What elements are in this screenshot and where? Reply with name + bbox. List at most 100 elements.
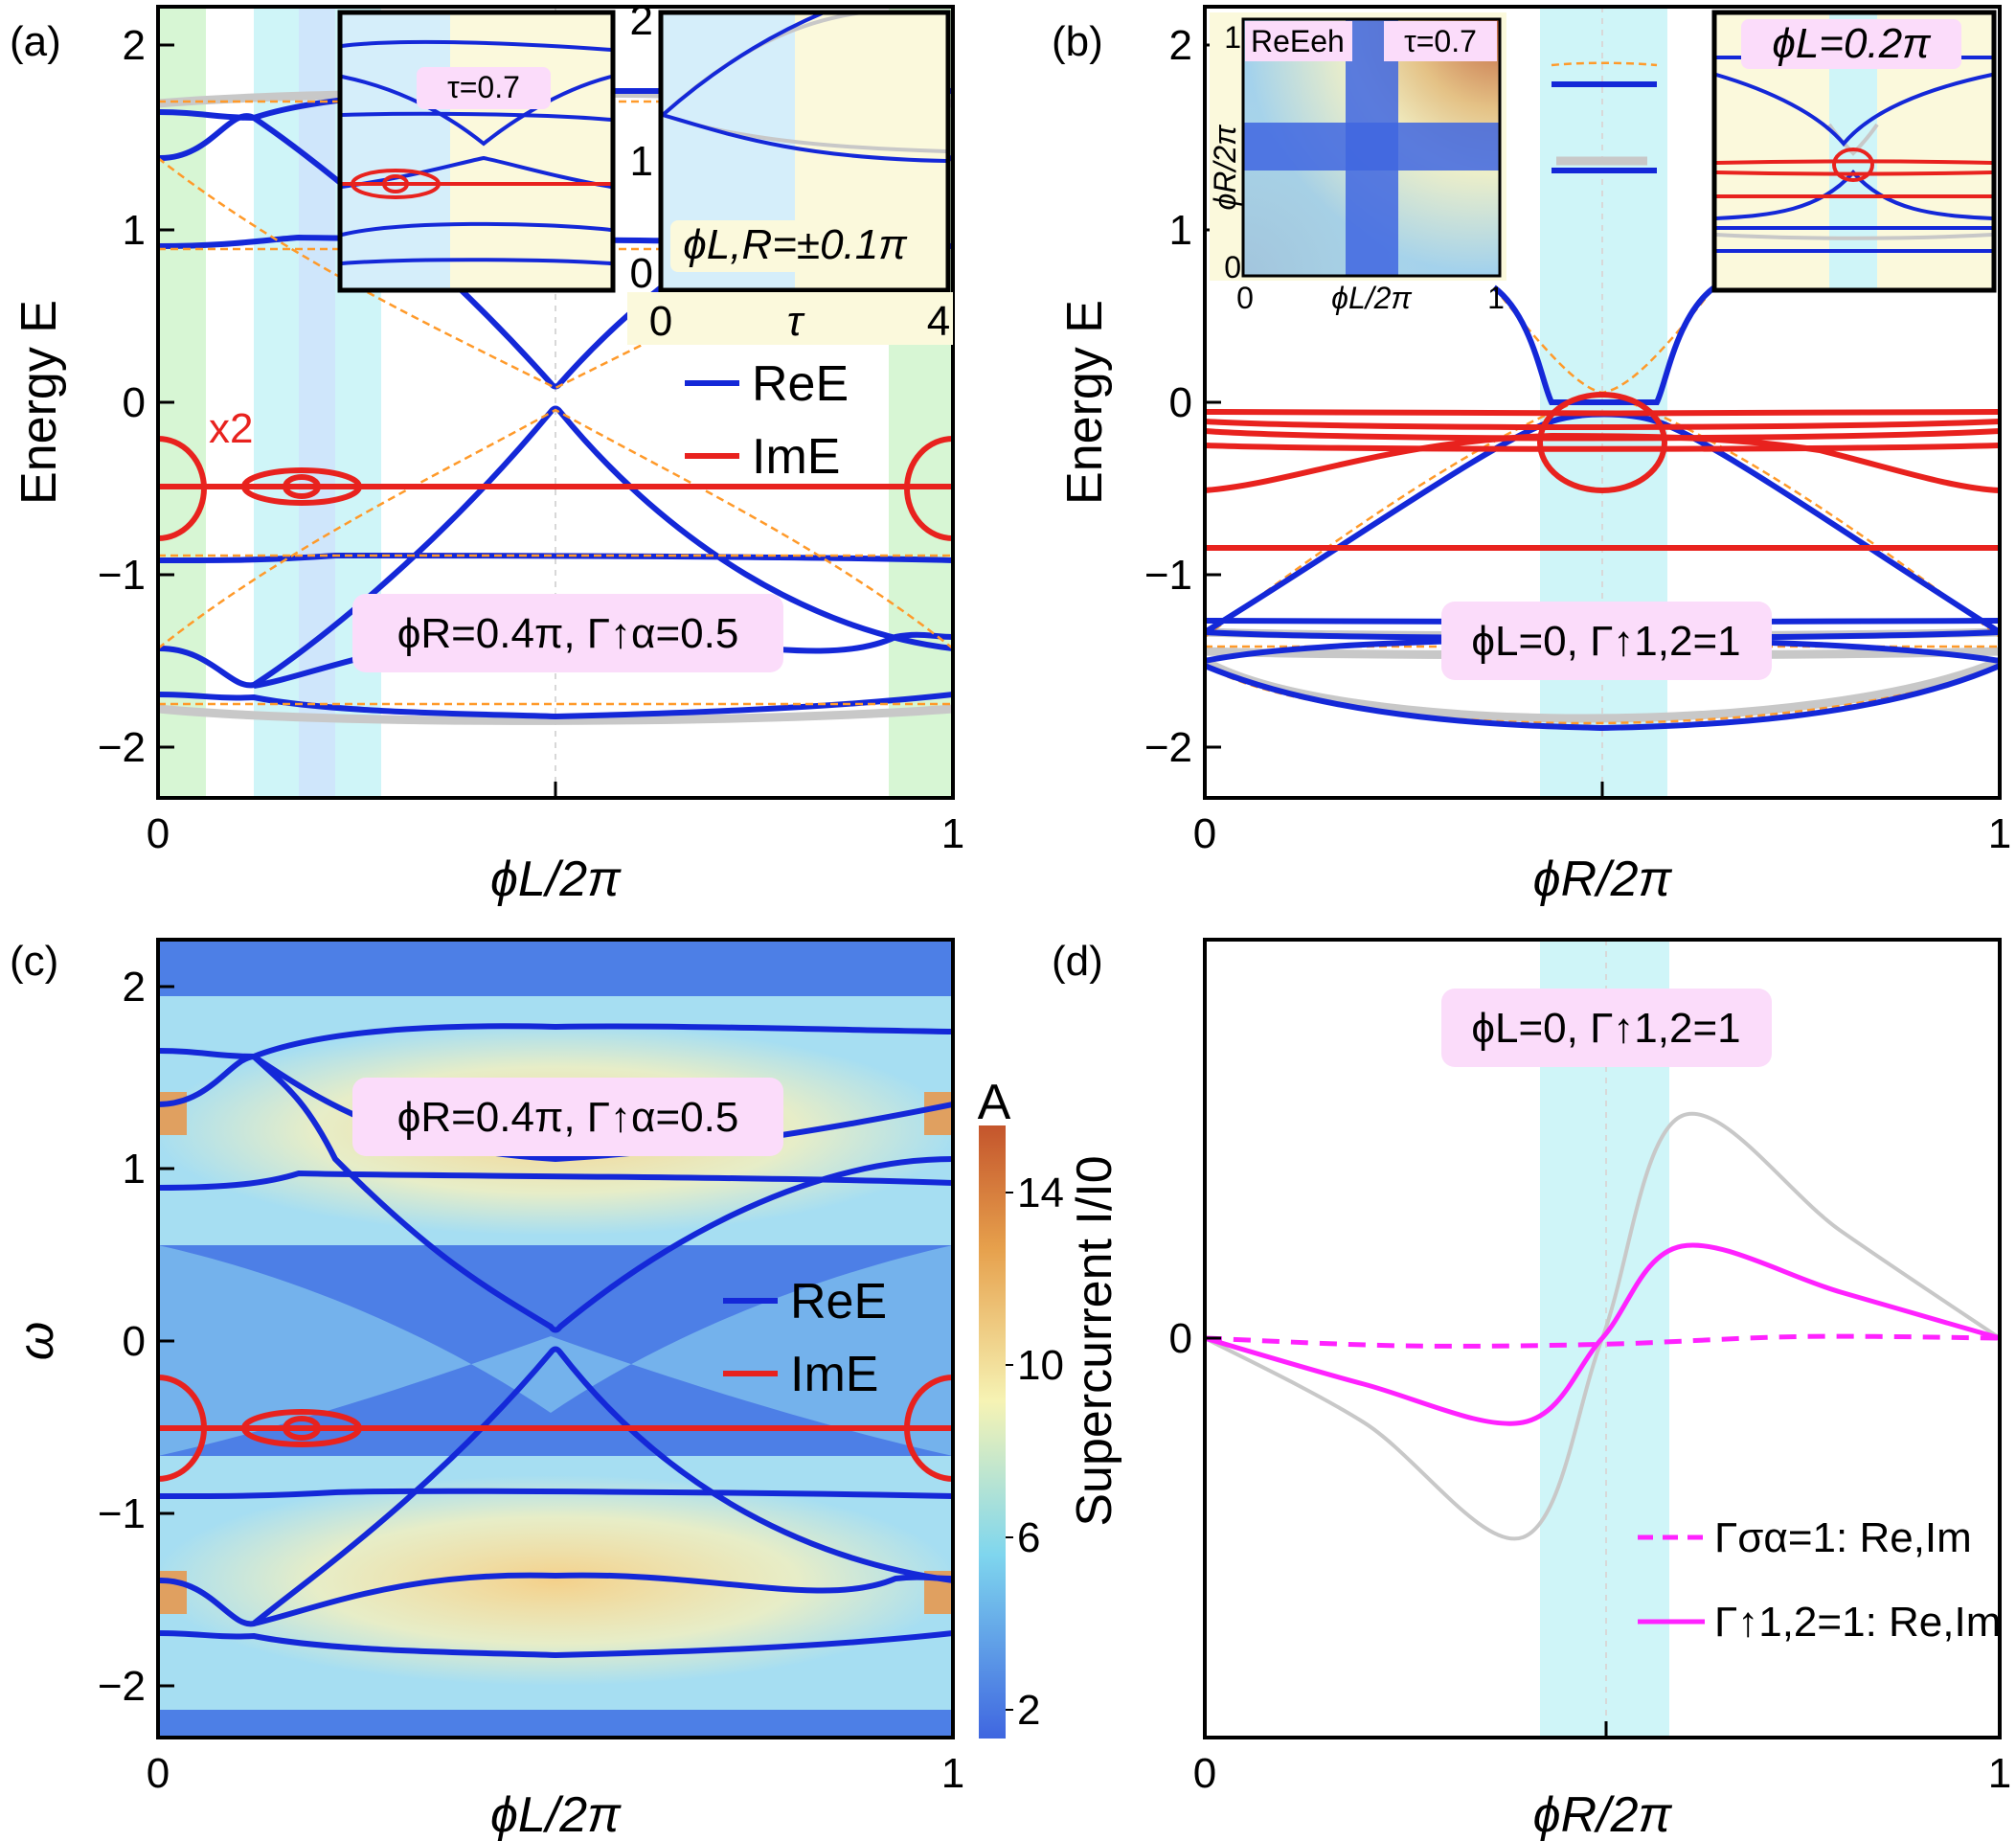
colorbar-ticks: [1006, 1192, 1013, 1711]
panel-a-ytick-2: 1: [123, 207, 146, 254]
panel-d-xtick-1: 1: [1988, 1750, 2011, 1797]
panel-a-legend: ReE ImE: [685, 356, 849, 485]
panel-a-ytick-1: 2: [123, 22, 146, 69]
panel-d-ylabel: Supercurrent I/I0: [1067, 1155, 1122, 1526]
inset-left-re-curves: [341, 39, 612, 265]
heatmap-label: ReEeh: [1251, 24, 1345, 58]
panel-a-annotation: ϕR=0.4π, Γ↑α=0.5: [397, 610, 739, 657]
heatmap-hot-left-bot: [158, 1571, 187, 1614]
panel-a-annotation-box: [352, 594, 783, 672]
b-inset-right-label-box: [1741, 19, 1961, 69]
panel-d-label: (d): [1052, 938, 1103, 985]
panel-a-ytick-5: −2: [98, 724, 146, 771]
inset-right-ytick-1: 1: [630, 138, 653, 185]
panel-c-legend: ReE ImE: [723, 1274, 887, 1402]
panel-d-series: [1205, 1111, 2000, 1541]
legend-d-solid-label: Γ↑1,2=1: Re,Im: [1714, 1599, 2001, 1646]
panel-d-annotation: ϕL=0, Γ↑1,2=1: [1471, 1005, 1740, 1052]
panel-a-label: (a): [10, 18, 61, 65]
panel-d: (d) 0 0 1 ϕR/2π Supercurrent I/I0 ϕL=0, …: [1052, 938, 2011, 1841]
colorbar-tick-10: 10: [1017, 1342, 1064, 1389]
panel-d-xtick-0: 0: [1193, 1750, 1216, 1797]
panel-b-ytick-3: 0: [1169, 379, 1192, 426]
panel-a-xlabel: ϕL/2π: [490, 852, 622, 907]
panel-b-xtick-0: 0: [1193, 810, 1216, 857]
legend-re-label: ReE: [752, 356, 849, 412]
panel-b-heatmap-inset: ReEeh τ=0.7 1 0 ϕR/2π 0 ϕL/2π 1: [1208, 12, 1506, 315]
panel-c-xtick-1: 1: [941, 1750, 964, 1797]
heatmap-tau: τ=0.7: [1404, 24, 1477, 58]
inset-left-frame: [337, 10, 616, 293]
panel-b-annotation-box: [1441, 602, 1772, 680]
inset-left-label-box: [417, 67, 551, 109]
panel-c-ytick-4: −1: [98, 1490, 146, 1537]
panel-b-xlabel: ϕR/2π: [1533, 852, 1673, 907]
panel-a-xtick-1: 1: [941, 810, 964, 857]
panel-c: (c): [9, 938, 1064, 1841]
panel-a-ytick-3: 0: [123, 379, 146, 426]
b-inset-right-frame: [1711, 10, 1997, 293]
panel-b-annotation: ϕL=0, Γ↑1,2=1: [1471, 618, 1740, 665]
panel-c-plot: [158, 940, 953, 1738]
inset-right-xtick-1: 4: [927, 298, 950, 345]
panel-c-ytick-1: 2: [123, 964, 146, 1011]
heatmap-xtick-1: 1: [1487, 281, 1505, 315]
heatmap-xlabel: ϕL/2π: [1331, 281, 1412, 315]
heatmap-xtick-0: 0: [1236, 281, 1254, 315]
panel-d-series-0: [1205, 1333, 2000, 1349]
panel-b-ylabel: Energy E: [1057, 300, 1113, 505]
heatmap-band-h: [1243, 123, 1500, 170]
panel-c-label: (c): [10, 938, 58, 985]
panel-b-ytick-1: 2: [1169, 22, 1192, 69]
inset-right-xlabel: τ: [787, 298, 805, 345]
panel-c-ylabel: ω: [9, 1322, 64, 1361]
inset-right-xtick-0: 0: [649, 298, 672, 345]
legend-c-re-label: ReE: [790, 1274, 887, 1330]
colorbar-tick-2: 2: [1017, 1687, 1040, 1734]
b-inset-right-label: ϕL=0.2π: [1772, 20, 1932, 67]
panel-b-ytick-5: −2: [1144, 724, 1192, 771]
heatmap-ytick-1: 1: [1224, 20, 1241, 55]
panel-c-annotation: ϕR=0.4π, Γ↑α=0.5: [397, 1094, 739, 1141]
inset-right-axis-bg: [627, 292, 953, 345]
panel-a-ylabel: Energy E: [11, 300, 67, 505]
im-e-curves-c: [158, 1375, 953, 1482]
panel-c-xtick-0: 0: [147, 1750, 170, 1797]
heatmap-hot-right-top: [924, 1092, 953, 1135]
panel-a-ytick-4: −1: [98, 552, 146, 599]
panel-a-inset-left: τ=0.7: [337, 10, 616, 293]
legend-im-label: ImE: [752, 429, 840, 485]
panel-a-ticks: [158, 43, 557, 798]
inset-right-ytick-0: 0: [630, 250, 653, 297]
panel-b-inset-right: ϕL=0.2π: [1711, 10, 1997, 293]
region-blue: [299, 7, 335, 798]
panel-d-ticks: [1205, 1336, 1608, 1738]
scale-note: x2: [209, 405, 253, 452]
inset-left-im-curves: [342, 169, 611, 199]
heatmap-frame: [1241, 17, 1502, 278]
panel-a-inset-right: 2 1 0 0 τ 4 ϕL,R=±0.1π: [627, 0, 953, 345]
panel-d-series-1: [1205, 1242, 2000, 1426]
colorbar-tick-6: 6: [1017, 1514, 1040, 1561]
colorbar-label: A: [978, 1075, 1011, 1130]
colorbar-gradient: [979, 1125, 1006, 1739]
panel-d-ytick-0: 0: [1169, 1315, 1192, 1362]
colorbar: A 14 10 6 2: [978, 1075, 1064, 1739]
inset-right-frame: [658, 10, 951, 293]
re-e-curves-c: [158, 1023, 953, 1659]
heatmap-lower-warm: [158, 1475, 953, 1686]
panel-a: (a): [10, 0, 964, 907]
panel-c-annotation-box: [352, 1078, 783, 1156]
inset-right-re: [661, 11, 947, 163]
inset-right-label: ϕL,R=±0.1π: [683, 221, 908, 268]
panel-b-ytick-4: −1: [1144, 552, 1192, 599]
panel-c-xlabel: ϕL/2π: [490, 1787, 622, 1841]
inset-right-label-box: [670, 220, 919, 272]
panel-c-ytick-2: 1: [123, 1146, 146, 1193]
panel-d-annotation-box: [1441, 989, 1772, 1067]
panel-c-frame: [156, 938, 955, 1739]
panel-c-ytick-5: −2: [98, 1663, 146, 1710]
panel-a-xtick-0: 0: [147, 810, 170, 857]
colorbar-tick-14: 14: [1017, 1170, 1064, 1216]
